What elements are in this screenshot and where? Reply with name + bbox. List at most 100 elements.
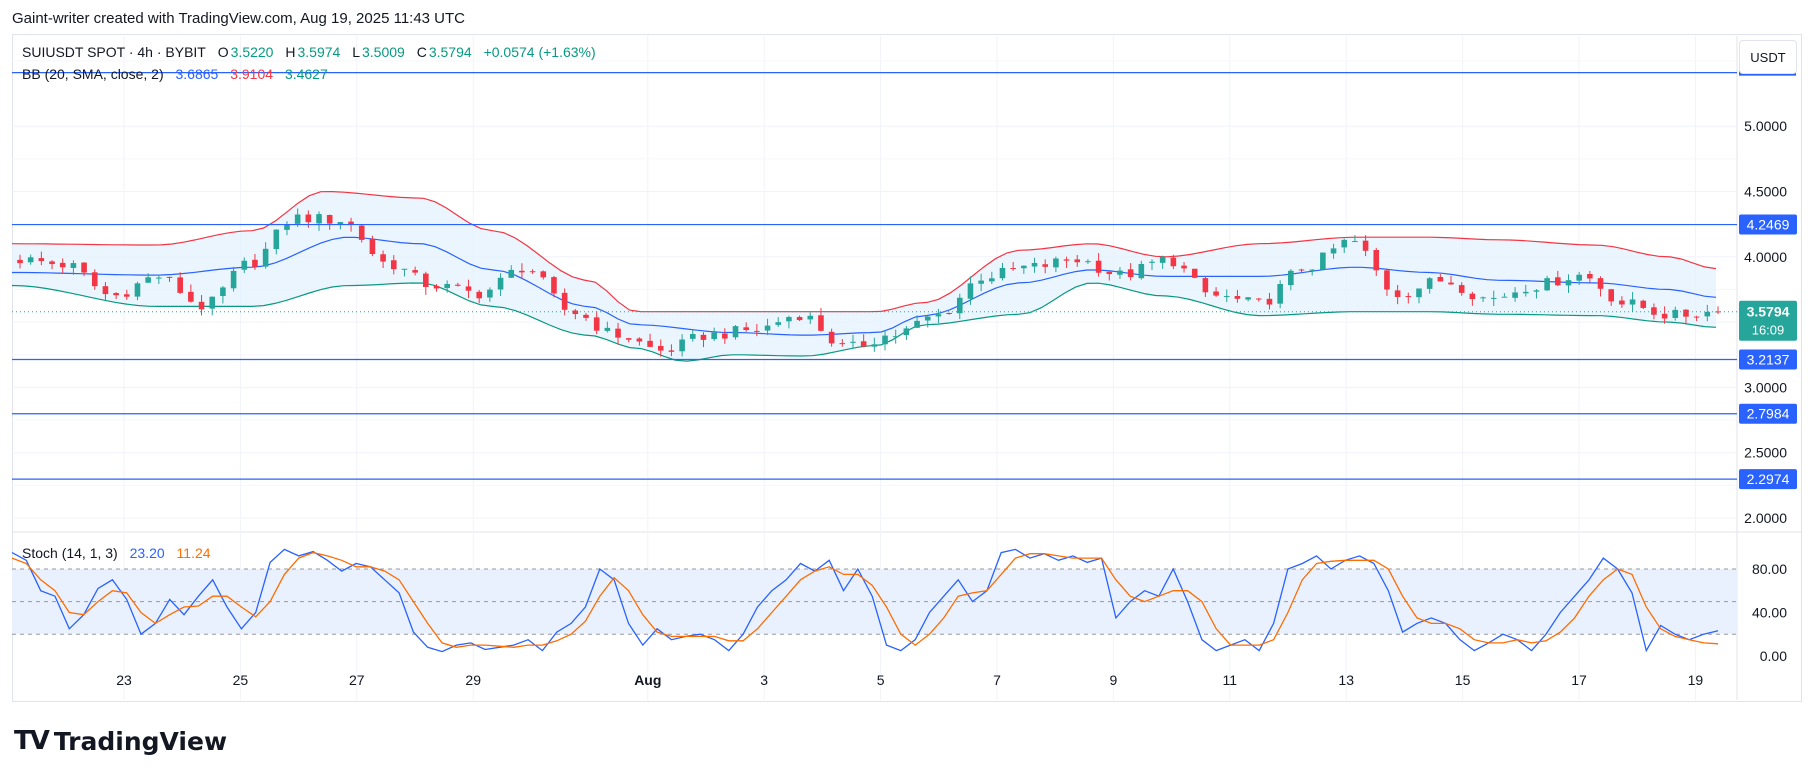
time-tick-label: 25 (233, 672, 249, 688)
stoch-d-line (11, 551, 1719, 648)
candle-body (241, 260, 248, 270)
candle-body (1544, 278, 1550, 291)
bb-legend: BB (20, SMA, close, 2) 3.6865 3.9104 3.4… (22, 66, 330, 82)
stoch-tick-label: 40.00 (1752, 604, 1787, 620)
price-tick-label: 2.5000 (1744, 445, 1787, 461)
candle-body (946, 312, 952, 315)
candle-body (262, 248, 269, 267)
bb-lower-value: 3.4627 (284, 66, 328, 82)
candle-body (156, 277, 162, 279)
candle-body (636, 338, 643, 342)
candle-body (1010, 268, 1016, 270)
candle-body (956, 297, 963, 314)
price-tick-label: 3.0000 (1744, 379, 1787, 395)
candle-body (1405, 296, 1412, 298)
candle-body (465, 286, 472, 291)
candle-body (1330, 248, 1337, 254)
bb-label[interactable]: BB (20, SMA, close, 2) (22, 66, 164, 82)
candle-body (860, 341, 867, 347)
level-label-box[interactable] (1739, 403, 1797, 424)
time-tick-label: 23 (116, 672, 132, 688)
candle-body (1448, 282, 1454, 285)
candle-body (850, 341, 856, 343)
change-value: +0.0574 (+1.63%) (483, 44, 596, 60)
candle-body (134, 283, 141, 297)
candle-body (220, 287, 226, 296)
symbol-label[interactable]: SUIUSDT SPOT · 4h · BYBIT (22, 44, 206, 60)
candle-body (839, 343, 846, 345)
bb-basis-line (12, 236, 1717, 336)
last-price-box[interactable] (1739, 300, 1797, 341)
candle-body (1565, 280, 1572, 286)
candle-body (689, 333, 696, 339)
candle-body (1597, 278, 1604, 289)
candle-body (583, 314, 589, 318)
candle-body (476, 291, 483, 299)
candle-body (1629, 299, 1636, 305)
candle-body (166, 276, 173, 278)
candle-body (914, 320, 920, 328)
candle-body (732, 326, 739, 338)
candle-body (1437, 277, 1444, 282)
candle-body (1490, 297, 1497, 299)
candle-body (1255, 298, 1262, 300)
candle-body (91, 272, 98, 287)
candle-body (1138, 263, 1145, 279)
candle-body (775, 322, 782, 325)
candle-body (540, 271, 547, 278)
candle-body (1384, 270, 1390, 290)
candle-body (1320, 252, 1326, 270)
candle-body (572, 310, 579, 315)
price-tick-label: 2.0000 (1744, 510, 1787, 526)
low-value: 3.5009 (362, 44, 405, 60)
candle-body (593, 317, 600, 331)
candle-body (1266, 298, 1273, 305)
currency-button[interactable]: USDT (1739, 40, 1797, 74)
candle-body (1191, 268, 1198, 278)
candle-body (1085, 261, 1091, 263)
candle-body (316, 214, 322, 224)
candle-body (818, 315, 824, 331)
price-tick-label: 4.0000 (1744, 249, 1787, 265)
candle-body (17, 259, 23, 264)
candle-body (754, 330, 760, 332)
open-value: 3.5220 (230, 44, 274, 60)
high-value: 3.5974 (297, 44, 341, 60)
candle-body (1053, 258, 1059, 268)
level-label-box[interactable] (1739, 469, 1797, 490)
time-tick-label: 17 (1571, 672, 1587, 688)
candle-body (1298, 269, 1305, 271)
candle-body (1608, 289, 1615, 302)
price-axis: 2.00002.50003.00003.50004.00004.50005.00… (1739, 70, 1797, 526)
level-label-box[interactable] (1739, 214, 1797, 235)
candle-body (764, 325, 771, 331)
candle-body (924, 316, 931, 321)
candle-body (1683, 309, 1689, 317)
time-tick-label: 27 (349, 672, 365, 688)
level-label-box[interactable] (1739, 349, 1797, 370)
candle-body (1149, 261, 1155, 263)
candle-body (1501, 296, 1508, 298)
candle-body (1512, 292, 1518, 298)
candle-body (455, 284, 461, 286)
candle-body (999, 267, 1006, 279)
stoch-label[interactable]: Stoch (14, 1, 3) (22, 545, 118, 561)
candle-body (412, 270, 418, 273)
candle-body (358, 225, 365, 240)
tradingview-logo[interactable]: TV TradingView (14, 726, 227, 756)
tradingview-logo-icon: TV (14, 726, 50, 756)
candle-body (49, 261, 55, 265)
candle-body (1234, 295, 1241, 299)
candle-body (1576, 274, 1582, 281)
candle-body (989, 278, 995, 282)
candle-body (1458, 285, 1465, 293)
candle-body (294, 214, 301, 224)
stoch-k-value: 23.20 (129, 545, 165, 561)
candle-body (892, 336, 899, 338)
candle-body (423, 273, 429, 288)
candle-body (284, 224, 290, 230)
candle-body (647, 340, 653, 347)
tradingview-logo-text: TradingView (53, 726, 228, 756)
candle-body (1202, 278, 1209, 293)
